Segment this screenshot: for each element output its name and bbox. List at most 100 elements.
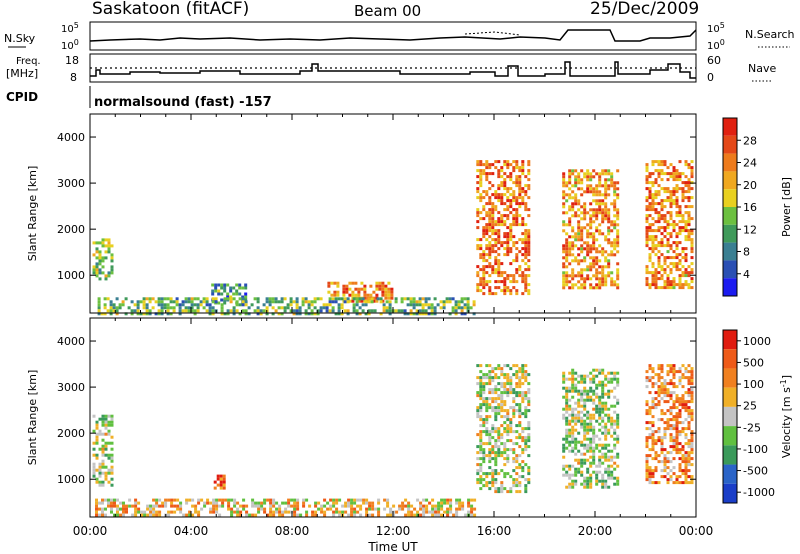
power-cell (497, 247, 501, 251)
velocity-cell (616, 371, 620, 375)
power-cell (580, 268, 584, 272)
velocity-cell (437, 513, 441, 517)
velocity-cell (410, 510, 414, 514)
velocity-cell (452, 513, 456, 517)
velocity-colorbar-swatch (723, 464, 737, 484)
power-cell (651, 235, 655, 239)
velocity-cell (485, 430, 489, 434)
velocity-cell (110, 504, 113, 508)
power-cell (681, 199, 685, 203)
velocity-cell (482, 451, 486, 455)
power-cell (256, 309, 260, 313)
velocity-cell (491, 427, 495, 431)
power-cell (684, 271, 688, 275)
velocity-cell (562, 395, 566, 399)
velocity-cell (503, 487, 507, 491)
velocity-cell (485, 376, 489, 380)
power-colorbar-label: 4 (743, 268, 750, 281)
velocity-cell (479, 481, 483, 485)
power-cell (364, 312, 368, 316)
velocity-cell (613, 482, 617, 486)
velocity-cell (601, 404, 605, 408)
velocity-cell (278, 504, 282, 508)
power-cell (217, 292, 221, 296)
power-cell (654, 181, 658, 185)
power-cell (433, 297, 437, 301)
power-cell (494, 205, 498, 209)
velocity-colorbar-swatch (723, 330, 737, 350)
velocity-cell (681, 397, 685, 401)
velocity-cell (527, 373, 531, 377)
velocity-cell (521, 436, 525, 440)
power-cell (571, 196, 575, 200)
velocity-cell (586, 395, 590, 399)
power-cell (184, 300, 188, 304)
velocity-cell (239, 510, 243, 514)
velocity-cell (660, 412, 664, 416)
power-cell (690, 160, 694, 164)
velocity-cell (666, 388, 670, 392)
velocity-cell (518, 379, 522, 383)
power-cell (524, 250, 528, 254)
velocity-cell (672, 427, 676, 431)
velocity-cell (562, 437, 566, 441)
velocity-cell (194, 510, 198, 514)
power-cell (515, 196, 519, 200)
power-cell (220, 286, 224, 290)
power-cell (592, 232, 596, 236)
power-cell (651, 223, 655, 227)
velocity-cell (645, 457, 649, 461)
power-cell (369, 284, 373, 288)
velocity-cell (116, 507, 119, 511)
velocity-cell (613, 395, 617, 399)
power-cell (488, 187, 492, 191)
velocity-cell (666, 400, 670, 404)
velocity-cell (503, 376, 507, 380)
power-cell (610, 220, 614, 224)
velocity-cell (657, 418, 661, 422)
nsky-panel-frame (89, 21, 697, 51)
velocity-cell (527, 382, 531, 386)
power-cell (466, 303, 470, 307)
power-cell (482, 163, 486, 167)
power-cell (363, 287, 367, 291)
power-cell (568, 187, 572, 191)
velocity-cell (565, 464, 569, 468)
power-cell (262, 309, 266, 313)
velocity-cell (654, 451, 658, 455)
velocity-cell (506, 424, 510, 428)
velocity-cell (607, 458, 611, 462)
velocity-cell (479, 376, 483, 380)
power-cell (681, 274, 685, 278)
power-cell (476, 211, 480, 215)
velocity-cell (98, 501, 101, 505)
power-cell (491, 250, 495, 254)
velocity-cell (657, 427, 661, 431)
velocity-cell (494, 451, 498, 455)
velocity-cell (524, 484, 528, 488)
velocity-cell (687, 400, 691, 404)
power-cell (110, 253, 114, 257)
velocity-cell (482, 385, 486, 389)
power-cell (160, 309, 164, 313)
velocity-cell (95, 501, 98, 505)
power-cell (527, 196, 531, 200)
power-cell (654, 268, 658, 272)
power-cell (512, 235, 516, 239)
velocity-cell (476, 472, 480, 476)
velocity-cell (497, 382, 501, 386)
power-cell (494, 241, 498, 245)
velocity-cell (299, 513, 303, 517)
velocity-cell (610, 377, 614, 381)
velocity-cell (601, 446, 605, 450)
power-cell (565, 241, 569, 245)
velocity-cell (494, 430, 498, 434)
velocity-cell (485, 415, 489, 419)
velocity-cell (562, 371, 566, 375)
velocity-cell (604, 479, 608, 483)
velocity-cell (586, 479, 590, 483)
velocity-cell (660, 442, 664, 446)
power-cell (589, 277, 593, 281)
power-cell (684, 280, 688, 284)
power-cell (678, 274, 682, 278)
